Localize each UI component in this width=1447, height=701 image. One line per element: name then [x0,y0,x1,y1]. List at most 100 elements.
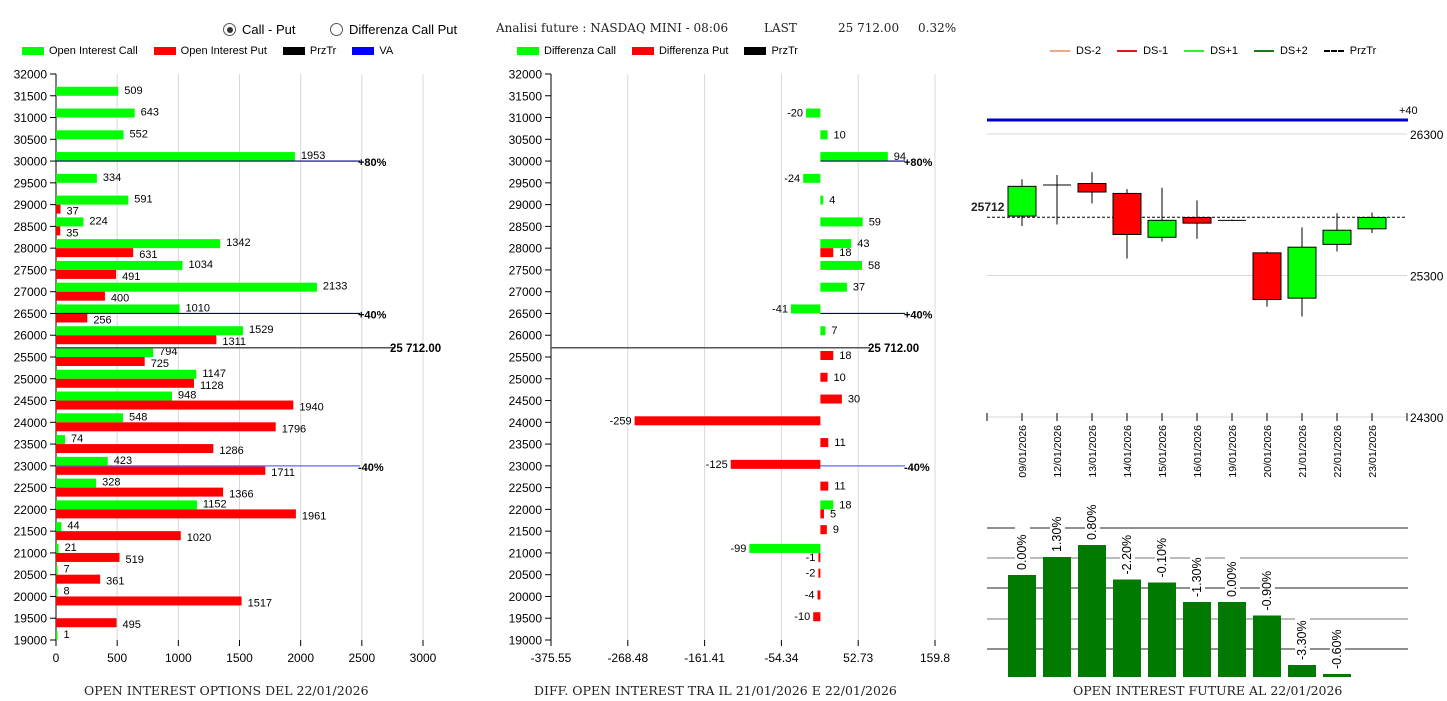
future-bar-label-bg [1120,528,1135,577]
bar-put-label: 491 [122,271,140,283]
x-tick-label: 16/01/2026 [1192,425,1204,478]
future-bar-label-bg [1295,614,1310,662]
bar-call [56,108,135,118]
bar-diff-call [820,326,826,336]
bar-diff-call [820,130,828,140]
bar-put-label: 1366 [229,489,253,501]
x-tick-label: 20/01/2026 [1262,425,1274,478]
future-bar [1043,557,1071,677]
bar-diff-call [820,152,888,162]
bar-diff-put [813,612,821,622]
future-bar-label: -0.10% [1155,538,1169,578]
y-tick-label: 22500 [14,481,48,495]
bar-call [56,195,129,205]
y-tick-label: 19000 [14,634,48,648]
candle-up [1357,216,1387,230]
bar-put-label: 519 [125,554,143,566]
radio-call-put[interactable]: Call - Put [223,22,295,37]
legend-swatch [22,47,44,55]
x-tick-label: 19/01/2026 [1227,425,1239,478]
bar-call [56,217,84,227]
bar-put [56,335,217,345]
y-tick-label: 19500 [509,612,543,626]
legend-item: Differenza Put [631,45,728,57]
bar-put [56,248,134,258]
candle-down [1077,183,1107,193]
legend-item: VA [352,45,393,57]
y-tick-label: 19500 [14,612,48,626]
va-label: +40% [358,309,387,321]
analysis-title: Analisi future : NASDAQ MINI - 08:06 [496,21,729,35]
y-tick-label: 20000 [509,590,543,604]
bar-call [56,391,172,401]
radio-label-call-put: Call - Put [242,22,296,37]
bar-diff-put-label: 5 [830,508,836,520]
bar-call-label: 643 [141,107,159,119]
legend-line [1050,50,1070,52]
last-value: 25 712.00 [838,21,900,35]
bar-call [56,587,58,597]
bar-call [56,565,58,575]
y-tick-label: 25000 [509,372,543,386]
bar-put [56,357,145,366]
bar-diff-put [818,568,821,578]
y-tick-label: 24500 [509,394,543,408]
bar-call-label: 8 [64,585,70,597]
bar-call [56,239,221,249]
future-bar-label: -1.30% [1190,557,1204,597]
y-tick-label: 22000 [14,503,48,517]
y-tick-label: 26000 [509,329,543,343]
x-tick-label: 15/01/2026 [1157,425,1169,478]
bar-diff-put [820,351,834,360]
y-tick-label: 20500 [509,568,543,582]
bar-put-label: 37 [67,206,79,218]
future-bar-label: -0.90% [1260,571,1274,611]
x-tick-label: 22/01/2026 [1332,425,1344,478]
price-label: 25 712.00 [868,343,919,355]
future-bar-label: 0.80% [1085,505,1099,540]
bar-call [56,413,124,423]
y-tick-label: 30000 [14,155,48,169]
bar-diff-put-label: 11 [834,437,845,449]
bar-put-label: 1940 [299,402,323,414]
x-tick-label: 14/01/2026 [1122,425,1134,478]
legend-item: DS+2 [1253,45,1308,57]
legend-label: VA [379,45,394,57]
x-tick-label: 23/01/2026 [1367,425,1379,478]
x-tick-label: 21/01/2026 [1297,425,1309,478]
legend-label: DS-1 [1143,45,1169,57]
bar-call-label: 548 [129,411,147,423]
y-tick-label: 21000 [14,546,48,560]
y-tick-label: 26300 [1410,128,1444,142]
bar-call-label: 74 [71,433,83,445]
bar-call-label: 334 [103,172,121,184]
va-line-label: +40 [1399,105,1418,117]
bar-diff-call-label: 4 [829,195,835,207]
bar-call [56,326,244,336]
bar-diff-put [820,525,827,535]
future-bar-label-bg [1190,551,1205,599]
future-bar [1323,674,1351,677]
x-tick-label: 500 [107,651,127,665]
bar-diff-put [820,372,828,382]
radio-unselected-icon [330,23,343,36]
bar-call-label: 591 [134,194,152,206]
y-tick-label: 25500 [509,351,543,365]
y-tick-label: 29500 [14,176,48,190]
bar-diff-put-label: 18 [839,247,851,259]
x-tick-label: -375.55 [531,651,572,665]
future-bar-label: 0.00% [1015,535,1029,570]
candle-up [1147,219,1177,238]
x-tick-label: 2500 [348,651,375,665]
bar-diff-put-label: -2 [806,568,816,580]
y-tick-label: 23000 [509,459,543,473]
bar-diff-put [817,590,821,600]
legend-item: DS-1 [1117,45,1168,57]
bar-put [56,291,105,301]
radio-differenza-call-put[interactable]: Differenza Call Put [330,22,457,37]
legend-swatch [153,47,176,55]
legend-label: PrzTr [771,45,798,57]
bar-diff-call [806,108,821,118]
y-tick-label: 19000 [509,634,543,648]
candle-down [1252,252,1282,301]
